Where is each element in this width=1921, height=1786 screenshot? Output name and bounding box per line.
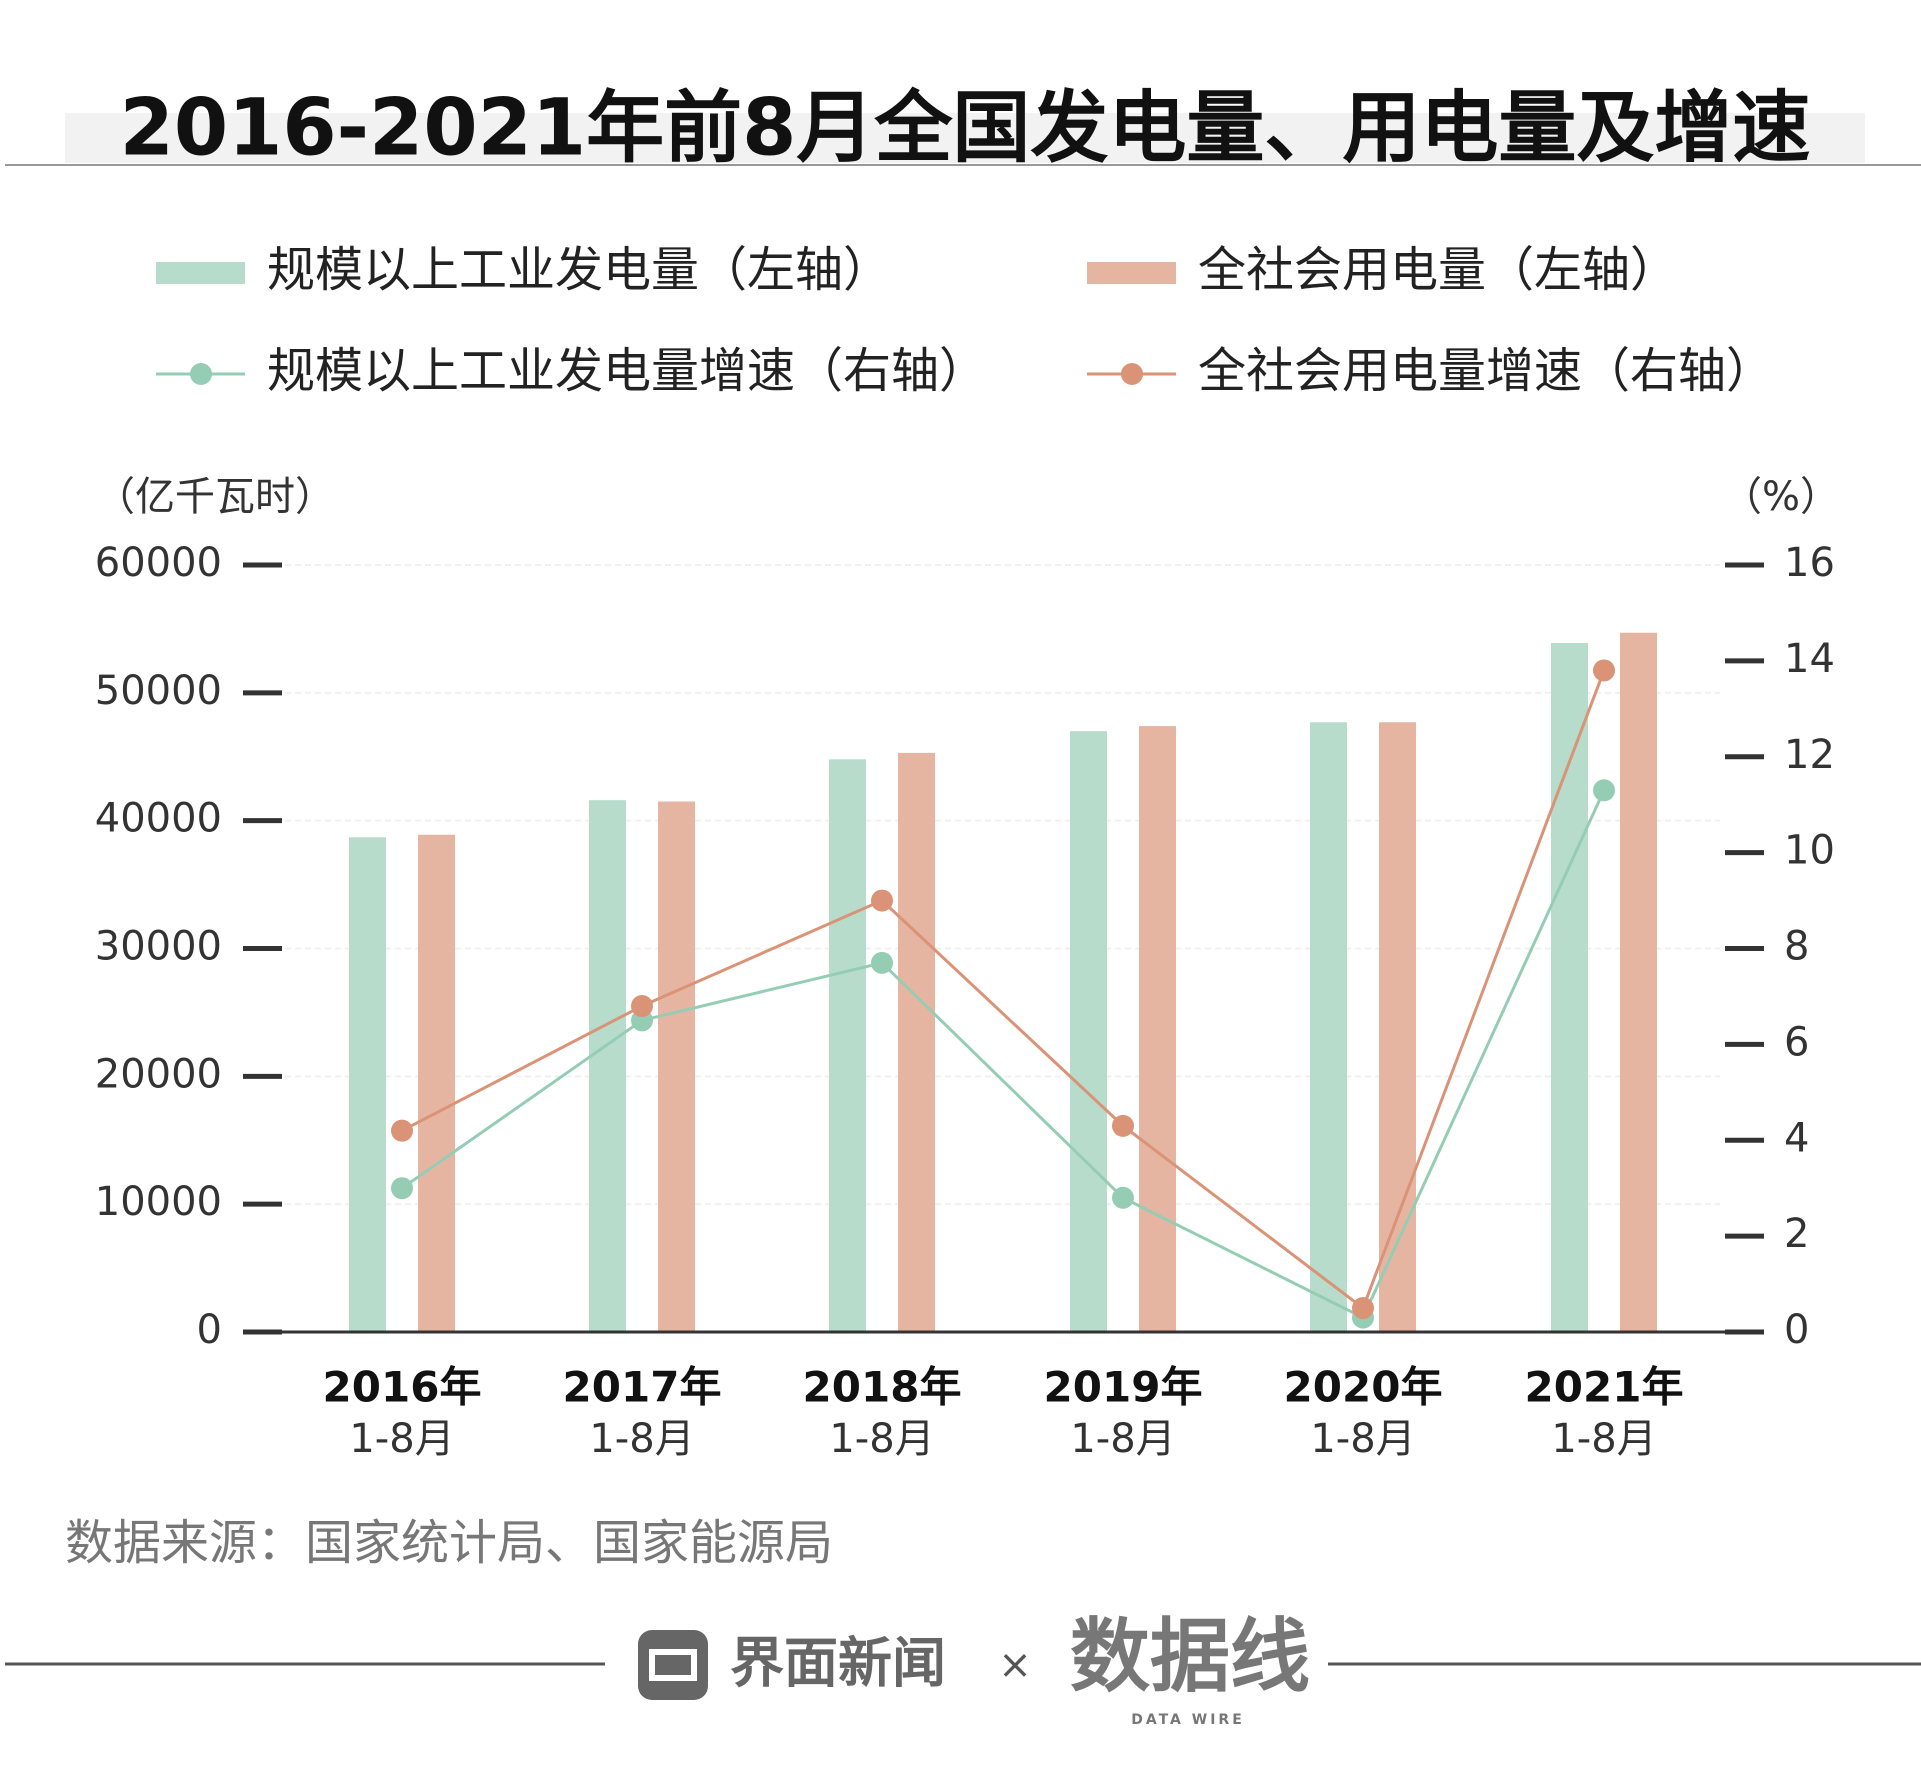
legend-label: 全社会用电量（左轴） bbox=[1198, 242, 1678, 298]
footer-times: × bbox=[998, 1642, 1032, 1688]
gridlines bbox=[285, 564, 1720, 1206]
x-label-year: 2016年 bbox=[323, 1363, 482, 1412]
x-label-period: 1-8月 bbox=[349, 1416, 454, 1462]
footer-brand: 界面新闻 bbox=[730, 1632, 946, 1695]
right-tick-label: 14 bbox=[1784, 636, 1835, 682]
left-tick-label: 0 bbox=[197, 1307, 222, 1353]
x-label-year: 2021年 bbox=[1525, 1363, 1684, 1412]
generation-growth-line bbox=[401, 789, 1606, 1320]
bar-generation bbox=[829, 759, 866, 1332]
generation-growth-point bbox=[1112, 1186, 1134, 1209]
left-tick-label: 50000 bbox=[95, 668, 222, 714]
right-tick-label: 10 bbox=[1784, 828, 1835, 874]
legend-swatch-bar bbox=[1087, 262, 1176, 284]
bar-consumption bbox=[658, 801, 695, 1332]
bar-consumption bbox=[898, 752, 935, 1332]
consumption-growth-point bbox=[1593, 659, 1615, 682]
chart-title: 2016-2021年前8月全国发电量、用电量及增速 bbox=[120, 83, 1811, 173]
bar-consumption bbox=[1620, 632, 1657, 1332]
bar-generation bbox=[1310, 722, 1347, 1332]
consumption-growth-point bbox=[871, 889, 893, 912]
consumption-growth-point bbox=[391, 1119, 413, 1142]
x-label-period: 1-8月 bbox=[1070, 1416, 1175, 1462]
consumption-growth-point bbox=[631, 995, 653, 1018]
datawire-sub: DATA WIRE bbox=[1131, 1712, 1245, 1728]
bar-generation bbox=[1070, 731, 1107, 1332]
legend-label: 规模以上工业发电量增速（右轴） bbox=[267, 343, 987, 399]
left-axis-label: （亿千瓦时） bbox=[95, 474, 335, 520]
consumption-growth-point bbox=[1112, 1114, 1134, 1137]
bar-consumption bbox=[1379, 722, 1416, 1332]
right-tick-label: 12 bbox=[1784, 732, 1835, 778]
x-label-year: 2019年 bbox=[1044, 1363, 1203, 1412]
legend-label: 全社会用电量增速（右轴） bbox=[1198, 343, 1774, 399]
legend-marker bbox=[190, 363, 212, 385]
axes: 0 10000 20000 30000 40000 50000 60000 0 2 4 6 8 10 12… bbox=[95, 540, 1835, 1353]
left-tick-label: 60000 bbox=[95, 540, 222, 586]
left-tick-label: 40000 bbox=[95, 796, 222, 842]
x-label-year: 2020年 bbox=[1284, 1363, 1443, 1412]
right-tick-label: 6 bbox=[1784, 1019, 1809, 1065]
x-label-year: 2018年 bbox=[803, 1363, 962, 1412]
x-axis-labels: 2016年1-8月2017年1-8月2018年1-8月2019年1-8月2020… bbox=[323, 1363, 1684, 1463]
bars bbox=[349, 632, 1657, 1332]
legend: 规模以上工业发电量（左轴） 全社会用电量（左轴） 规模以上工业发电量增速（右轴） 全社… bbox=[156, 242, 1774, 399]
x-label-period: 1-8月 bbox=[589, 1416, 694, 1462]
legend-swatch-bar bbox=[156, 262, 245, 284]
bar-consumption bbox=[1139, 726, 1176, 1332]
x-label-period: 1-8月 bbox=[1551, 1416, 1656, 1462]
datawire-logo: 数据线 bbox=[1070, 1610, 1310, 1703]
generation-growth-point bbox=[871, 951, 893, 974]
left-tick-label: 10000 bbox=[95, 1179, 222, 1225]
legend-marker bbox=[1121, 363, 1143, 385]
left-tick-label: 30000 bbox=[95, 924, 222, 970]
lines bbox=[391, 659, 1615, 1329]
bar-generation bbox=[589, 800, 626, 1332]
right-tick-label: 4 bbox=[1784, 1115, 1809, 1161]
x-label-year: 2017年 bbox=[563, 1363, 722, 1412]
x-label-period: 1-8月 bbox=[829, 1416, 934, 1462]
bar-generation bbox=[1551, 642, 1588, 1332]
left-tick-label: 20000 bbox=[95, 1051, 222, 1097]
right-tick-label: 16 bbox=[1784, 540, 1835, 586]
generation-growth-point bbox=[1593, 779, 1615, 802]
consumption-growth-point bbox=[1352, 1297, 1374, 1320]
bar-generation bbox=[349, 837, 386, 1332]
source-note: 数据来源：国家统计局、国家能源局 bbox=[65, 1515, 833, 1571]
title-band bbox=[65, 113, 1865, 163]
right-tick-label: 8 bbox=[1784, 924, 1809, 970]
right-axis-label: （%） bbox=[1722, 474, 1840, 520]
generation-growth-point bbox=[391, 1177, 413, 1200]
bar-consumption bbox=[418, 834, 455, 1332]
jiemian-logo-icon bbox=[638, 1630, 708, 1700]
x-label-period: 1-8月 bbox=[1310, 1416, 1415, 1462]
footer: 界面新闻 × 数据线 DATA WIRE bbox=[5, 1610, 1921, 1728]
consumption-growth-line bbox=[401, 669, 1606, 1311]
right-tick-label: 2 bbox=[1784, 1211, 1809, 1257]
right-tick-label: 0 bbox=[1784, 1307, 1809, 1353]
legend-label: 规模以上工业发电量（左轴） bbox=[267, 242, 891, 298]
